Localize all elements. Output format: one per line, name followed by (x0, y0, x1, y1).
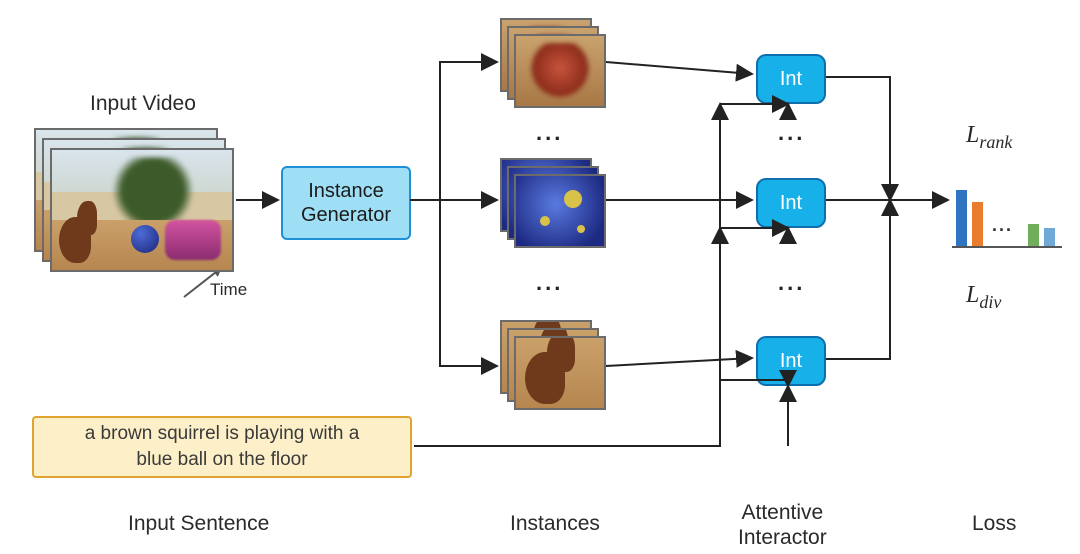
l-rank-sub: rank (979, 132, 1012, 152)
ellipsis-icon: ... (778, 120, 805, 146)
instance-generator-line2: Generator (301, 204, 391, 226)
bar-1 (956, 190, 967, 246)
bar-4 (1044, 228, 1055, 246)
l-div-sub: div (979, 292, 1001, 312)
attentive-interactor-label: Attentive Interactor (738, 500, 827, 550)
instance-stack-top (500, 18, 602, 104)
sentence-line2: blue ball on the floor (136, 449, 307, 470)
attentive-line1: Attentive (742, 501, 824, 524)
input-video-label: Input Video (90, 92, 196, 116)
input-video-stack (34, 128, 230, 266)
ellipsis-icon: ... (536, 120, 563, 146)
ellipsis-icon: ... (536, 270, 563, 296)
int-box-top: Int (756, 54, 826, 104)
instance-generator-box: Instance Generator (281, 166, 411, 240)
time-label: Time (210, 280, 247, 300)
ellipsis-icon: ... (992, 215, 1013, 236)
instance-generator-line1: Instance (308, 180, 384, 202)
l-rank-label: Lrank (966, 122, 1012, 153)
input-sentence-box: a brown squirrel is playing with a blue … (32, 416, 412, 478)
sentence-line1: a brown squirrel is playing with a (85, 423, 360, 444)
instance-stack-bot (500, 320, 602, 406)
instance-stack-mid (500, 158, 602, 244)
l-div-label: Ldiv (966, 282, 1001, 313)
bar-2 (972, 202, 983, 246)
int-box-mid: Int (756, 178, 826, 228)
instance-frame (514, 336, 606, 410)
input-sentence-label: Input Sentence (128, 512, 269, 536)
loss-bar-chart: ... (952, 172, 1062, 248)
video-frame (50, 148, 234, 272)
instance-frame (514, 34, 606, 108)
int-box-bot: Int (756, 336, 826, 386)
instance-frame (514, 174, 606, 248)
ellipsis-icon: ... (778, 270, 805, 296)
instances-label: Instances (510, 512, 600, 536)
loss-label: Loss (972, 512, 1016, 536)
attentive-line2: Interactor (738, 526, 827, 549)
bar-3 (1028, 224, 1039, 246)
